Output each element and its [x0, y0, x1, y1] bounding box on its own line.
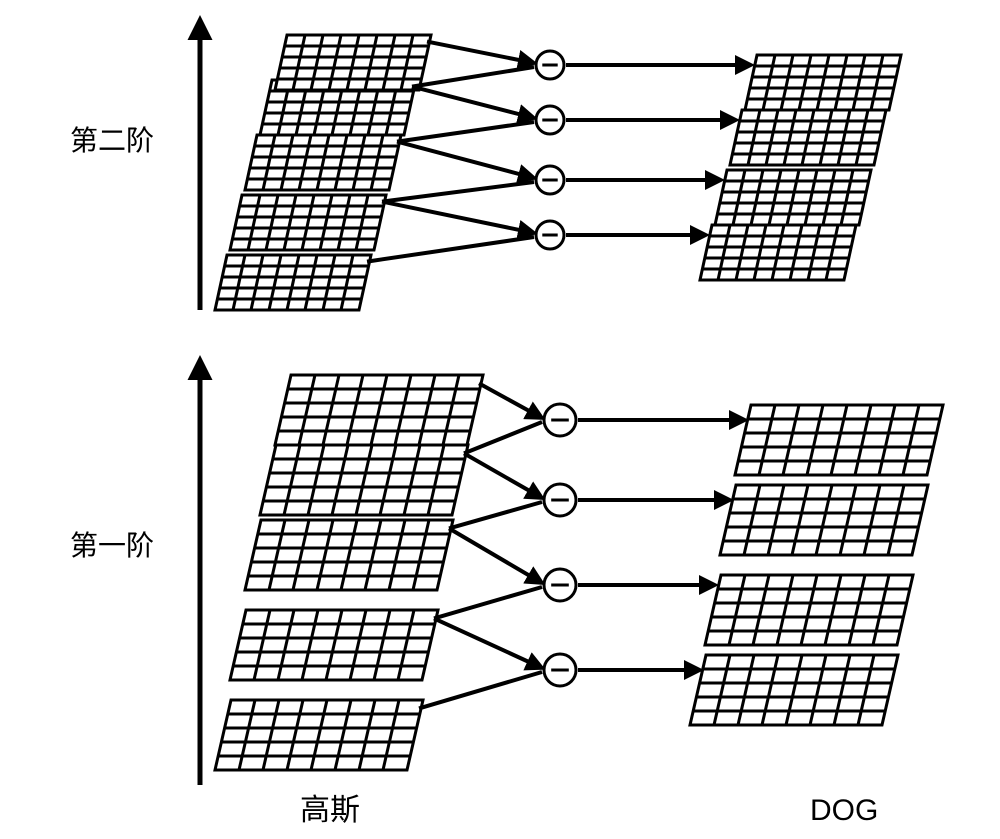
arrow [479, 383, 542, 418]
connector [464, 422, 542, 453]
dog-layer [705, 575, 913, 645]
octave2-label: 第二阶 [70, 125, 154, 156]
connector [382, 182, 534, 202]
connector [397, 122, 534, 142]
arrow [434, 618, 542, 668]
connector [412, 67, 534, 87]
connector [449, 502, 542, 528]
gaussian-layer [260, 445, 468, 515]
gaussian-layer [275, 375, 483, 445]
gaussian-layer [245, 135, 401, 190]
dog-label: DOG [810, 794, 878, 827]
connector [419, 672, 542, 708]
dog-layer [700, 225, 856, 280]
gaussian-layer [230, 195, 386, 250]
gaussian-layer [230, 610, 438, 680]
octave1-label: 第一阶 [70, 530, 154, 561]
dog-layer [715, 170, 871, 225]
dog-layer [745, 55, 901, 110]
dog-layer [720, 485, 928, 555]
arrow [464, 453, 542, 498]
gaussian-layer [275, 35, 431, 90]
dog-layer [735, 405, 943, 475]
arrow [427, 42, 534, 63]
arrow [397, 142, 534, 178]
dog-layer [730, 110, 886, 165]
gaussian-layer [245, 520, 453, 590]
arrow [382, 202, 534, 233]
connector [434, 587, 542, 618]
gaussian-label: 高斯 [300, 794, 360, 827]
arrow [412, 87, 534, 118]
connector [367, 237, 534, 262]
dog-pyramid-diagram: 第二阶第一阶高斯 DOG [0, 0, 1000, 839]
gaussian-layer [215, 700, 423, 770]
dog-layer [690, 655, 898, 725]
gaussian-layer [215, 255, 371, 310]
arrow [449, 528, 542, 583]
